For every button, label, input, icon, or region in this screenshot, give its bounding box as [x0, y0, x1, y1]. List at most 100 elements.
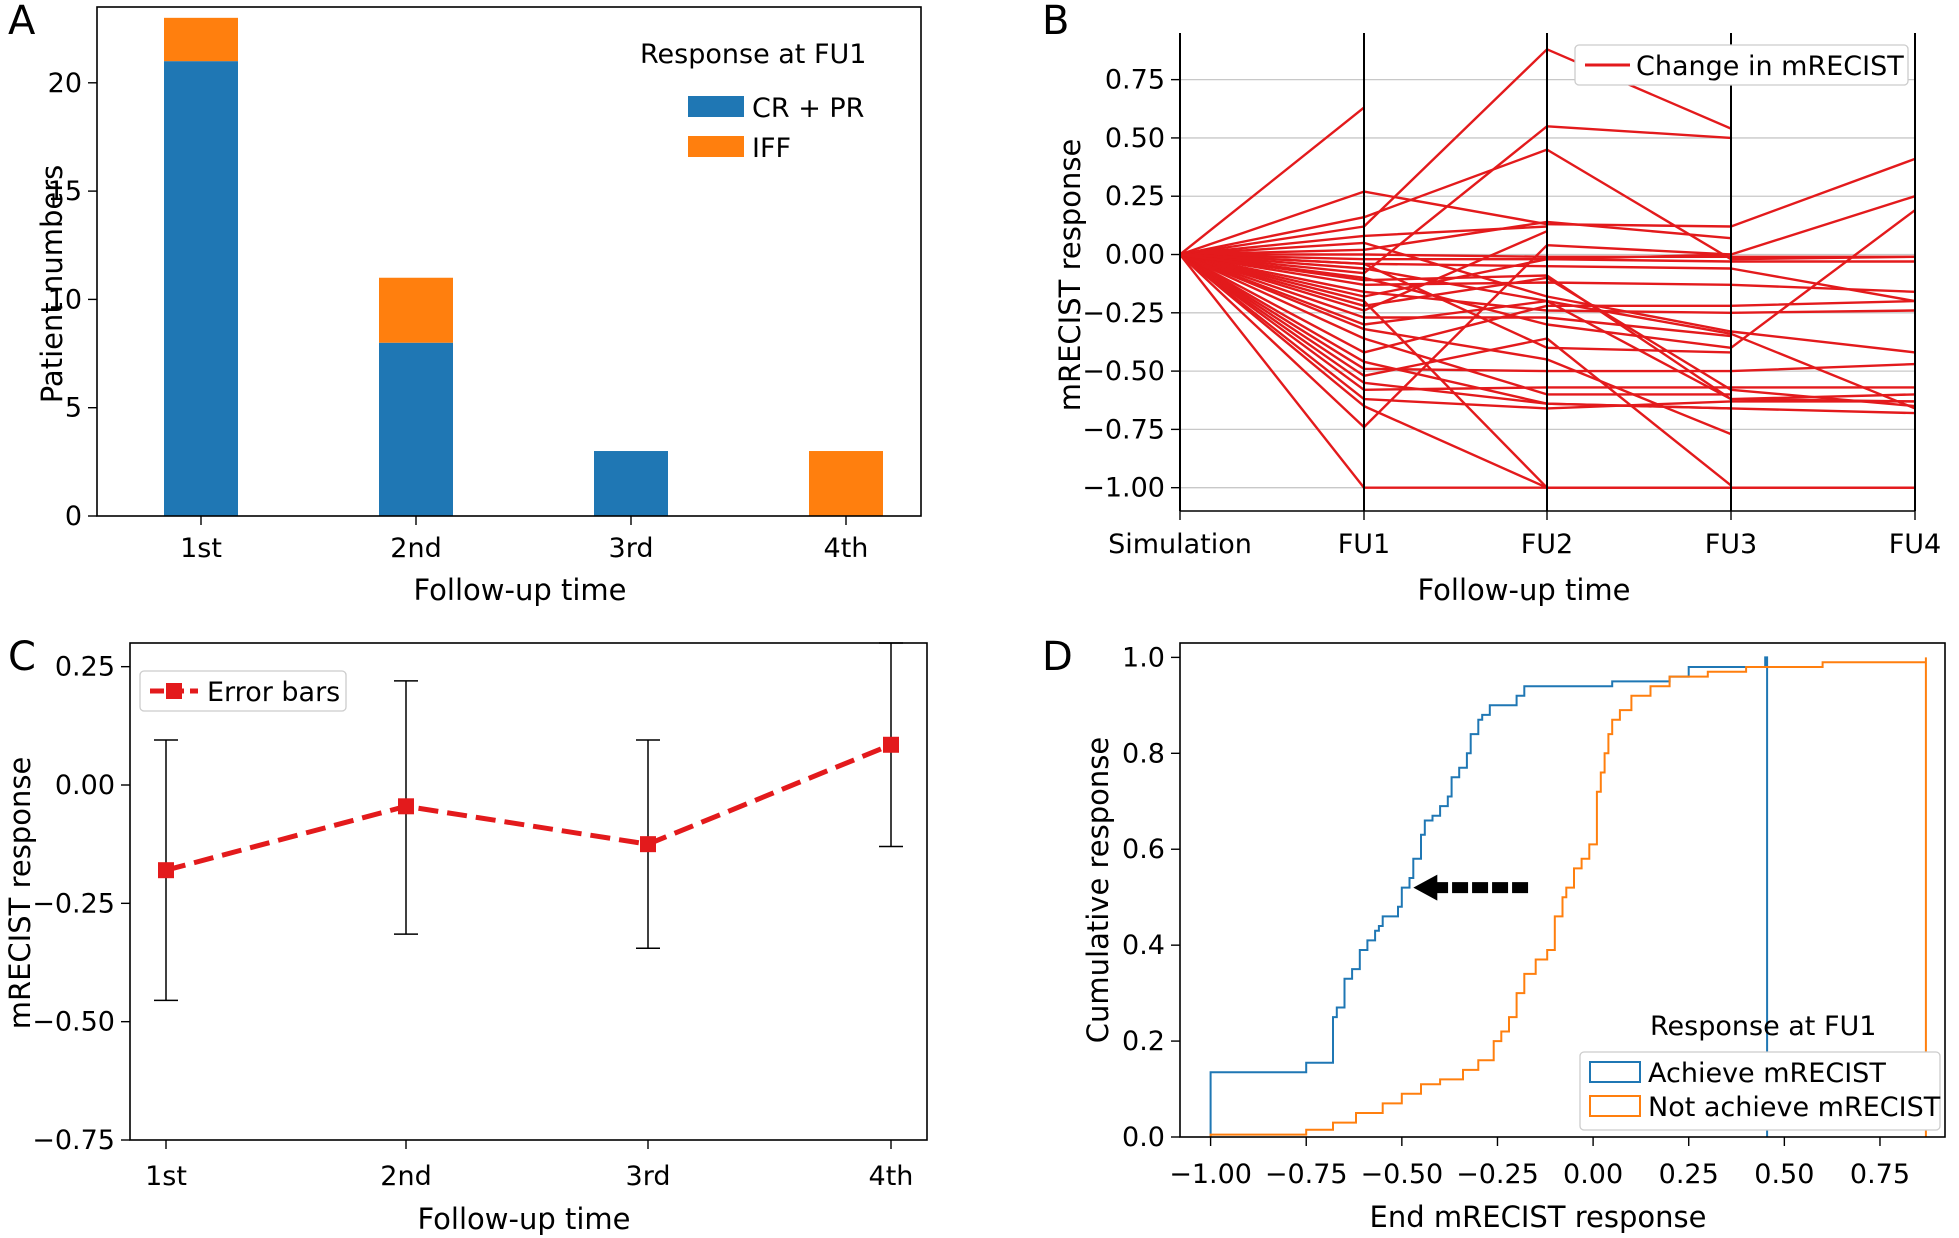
mrecist-line	[1179, 48, 1732, 256]
bar-iff	[379, 277, 453, 343]
legend-swatch	[688, 136, 744, 157]
panel-a-ytick-label: 20	[48, 68, 82, 99]
panel-c-xtick-label: 1st	[145, 1161, 187, 1192]
legend-label: Change in mRECIST	[1636, 51, 1904, 82]
panel-label-a: A	[8, 0, 36, 44]
bar-iff	[809, 451, 883, 516]
bar-cr-pr	[379, 342, 453, 516]
panel-a-xtick-label: 4th	[824, 533, 869, 564]
mean-line	[165, 742, 892, 873]
panel-c-ytick-label: −0.75	[32, 1125, 115, 1156]
panel-c-ytick-label: 0.00	[55, 770, 115, 801]
panel-b-ylabel: mRECIST response	[1053, 139, 1087, 412]
mrecist-line	[1179, 125, 1732, 275]
achieve-step-line	[1209, 656, 1769, 1137]
legend-label: CR + PR	[752, 93, 864, 124]
panel-d-xlabel: End mRECIST response	[1370, 1200, 1707, 1234]
panel-b-ytick-label: 0.00	[1105, 240, 1165, 271]
panel-a-xtick-label: 1st	[180, 533, 222, 564]
panel-c-ytick-label: −0.50	[32, 1007, 115, 1038]
panel-b-ytick-label: −0.25	[1082, 298, 1165, 329]
panel-d-xtick-label: 0.50	[1754, 1159, 1814, 1190]
panel-b-chart: −1.00 −0.75 −0.50 −0.25 0.00 0.25 0.50 0.75 Simu…	[1053, 33, 1941, 607]
mean-marker	[158, 862, 174, 879]
panel-d-frame	[1179, 642, 1946, 1138]
mrecist-line	[1179, 253, 1731, 396]
panel-c-xlabel: Follow-up time	[418, 1202, 631, 1236]
mean-marker	[640, 836, 656, 853]
panel-b-xlabel: Follow-up time	[1418, 573, 1631, 607]
panel-b-xtick-label: FU4	[1889, 529, 1941, 560]
legend-label: IFF	[752, 133, 791, 164]
panel-b-ytick-label: −0.75	[1082, 414, 1165, 445]
mrecist-line	[1179, 253, 1732, 338]
panel-b-xtick-label: FU1	[1338, 529, 1390, 560]
panel-c-ylabel: mRECIST response	[3, 757, 37, 1030]
legend-title: Response at FU1	[1650, 1011, 1876, 1042]
panel-d-ytick-label: 0.4	[1122, 930, 1165, 961]
legend-swatch	[1589, 1095, 1641, 1117]
legend-box	[139, 670, 347, 712]
legend-swatch	[688, 96, 744, 117]
mrecist-line	[1179, 253, 1732, 436]
mean-marker	[398, 798, 414, 815]
panel-c-ytick-label: −0.25	[32, 888, 115, 919]
panel-d-ytick-label: 0.2	[1122, 1026, 1165, 1057]
not-achieve-step-line	[1209, 657, 1927, 1137]
panel-c-xtick-label: 2nd	[380, 1161, 431, 1192]
panel-d-xtick-label: 0.75	[1850, 1159, 1910, 1190]
bar-cr-pr	[164, 61, 238, 517]
panel-b-xtick-label: FU3	[1705, 529, 1757, 560]
panel-b-ytick-label: 0.75	[1105, 65, 1165, 96]
mrecist-line	[1179, 253, 1732, 354]
legend-marker	[166, 683, 182, 699]
panel-label-d: D	[1042, 634, 1073, 680]
panel-a-ytick-label: 10	[48, 284, 82, 315]
panel-c-ytick-label: 0.25	[55, 652, 115, 683]
legend-title: Response at FU1	[640, 39, 866, 70]
panel-d-xtick-label: −0.25	[1456, 1159, 1539, 1190]
panel-b-ytick-label: 0.25	[1105, 181, 1165, 212]
panel-c-chart: −0.75 −0.50 −0.25 0.00 0.25 1st 2nd 3rd 4th Follo…	[3, 642, 928, 1236]
panel-d-ytick-label: 0.8	[1122, 738, 1165, 769]
shift-arrow-head	[1413, 874, 1438, 901]
panel-d-ytick-label: 0.0	[1122, 1122, 1165, 1153]
panel-b-xtick-label: Simulation	[1108, 529, 1252, 560]
mrecist-line	[1179, 253, 1732, 487]
panel-a-ytick-label: 0	[65, 501, 82, 532]
panel-label-c: C	[8, 634, 36, 680]
legend-label: Not achieve mRECIST	[1648, 1092, 1941, 1123]
mrecist-line	[1179, 243, 1732, 429]
panel-a-ytick-label: 15	[48, 176, 82, 207]
panel-d-ytick-label: 0.6	[1122, 834, 1165, 865]
panel-b-ytick-label: −1.00	[1082, 473, 1165, 504]
panel-a-frame	[96, 6, 922, 517]
panel-b-ytick-label: −0.50	[1082, 356, 1165, 387]
panel-d-xtick-label: 0.25	[1659, 1159, 1719, 1190]
bar-iff	[164, 17, 238, 62]
panel-label-b: B	[1042, 0, 1069, 44]
panel-a-chart: 0 5 10 15 20 1st 2nd 3rd 4th Follow-up time Patien…	[35, 6, 922, 607]
panel-d-chart: 0.0 0.2 0.4 0.6 0.8 1.0 −1.00 −0.75 −0.50 −0.25 0.…	[1081, 642, 1946, 1234]
panel-a-ylabel: Patient numbers	[35, 165, 69, 404]
legend-label: Error bars	[207, 677, 340, 708]
bar-cr-pr	[594, 451, 668, 516]
panel-a-ytick-label: 5	[65, 393, 82, 424]
legend-label: Achieve mRECIST	[1648, 1058, 1886, 1089]
panel-d-ytick-label: 1.0	[1122, 642, 1165, 673]
panel-b-xtick-label: FU2	[1521, 529, 1573, 560]
panel-c-xtick-label: 3rd	[626, 1161, 671, 1192]
legend-swatch	[1589, 1061, 1641, 1083]
panel-d-xtick-label: −0.75	[1265, 1159, 1348, 1190]
panel-d-xtick-label: −1.00	[1169, 1159, 1252, 1190]
panel-b-ytick-label: 0.50	[1105, 123, 1165, 154]
panel-d-ylabel: Cumulative response	[1081, 737, 1115, 1043]
panel-d-xtick-label: 0.00	[1563, 1159, 1623, 1190]
legend-box	[1579, 1051, 1941, 1131]
panel-a-xtick-label: 2nd	[390, 533, 441, 564]
panel-c-xtick-label: 4th	[869, 1161, 914, 1192]
legend-box	[1574, 44, 1909, 86]
panel-d-xtick-label: −0.50	[1360, 1159, 1443, 1190]
mrecist-line	[1179, 106, 1365, 256]
